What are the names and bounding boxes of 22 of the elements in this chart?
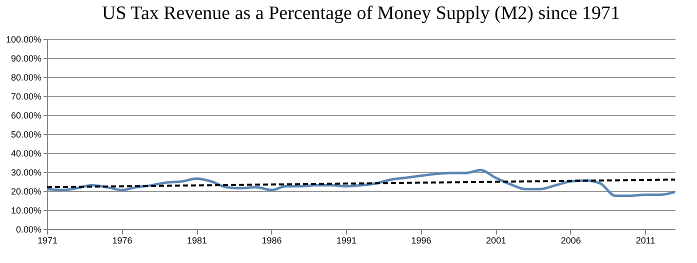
y-tick-label: 20.00% bbox=[10, 186, 42, 196]
x-tick-label: 1981 bbox=[187, 236, 208, 246]
chart-title: US Tax Revenue as a Percentage of Money Supply (M2) since 1971 bbox=[102, 3, 620, 24]
y-tick-label: 70.00% bbox=[10, 92, 42, 102]
y-tick-label: 50.00% bbox=[10, 130, 42, 140]
x-tick-label: 2011 bbox=[636, 236, 656, 246]
x-tick-label: 1991 bbox=[336, 236, 357, 246]
y-tick-label: 0.00% bbox=[16, 224, 42, 234]
x-tick-label: 1996 bbox=[411, 236, 432, 246]
x-tick-label: 2001 bbox=[486, 236, 506, 246]
y-tick-label: 90.00% bbox=[10, 54, 42, 64]
line-series bbox=[46, 168, 676, 197]
x-tick-label: 2006 bbox=[560, 236, 581, 246]
x-tick-label: 1971 bbox=[37, 236, 58, 246]
y-tick-label: 30.00% bbox=[10, 168, 42, 178]
x-tick-label: 1986 bbox=[262, 236, 282, 246]
y-tick-label: 40.00% bbox=[10, 148, 42, 158]
y-tick-label: 10.00% bbox=[10, 206, 42, 216]
x-tick-label: 1976 bbox=[112, 236, 132, 246]
y-tick-label: 60.00% bbox=[10, 110, 42, 120]
y-tick-label: 100.00% bbox=[6, 34, 42, 44]
y-tick-label: 80.00% bbox=[10, 72, 42, 82]
